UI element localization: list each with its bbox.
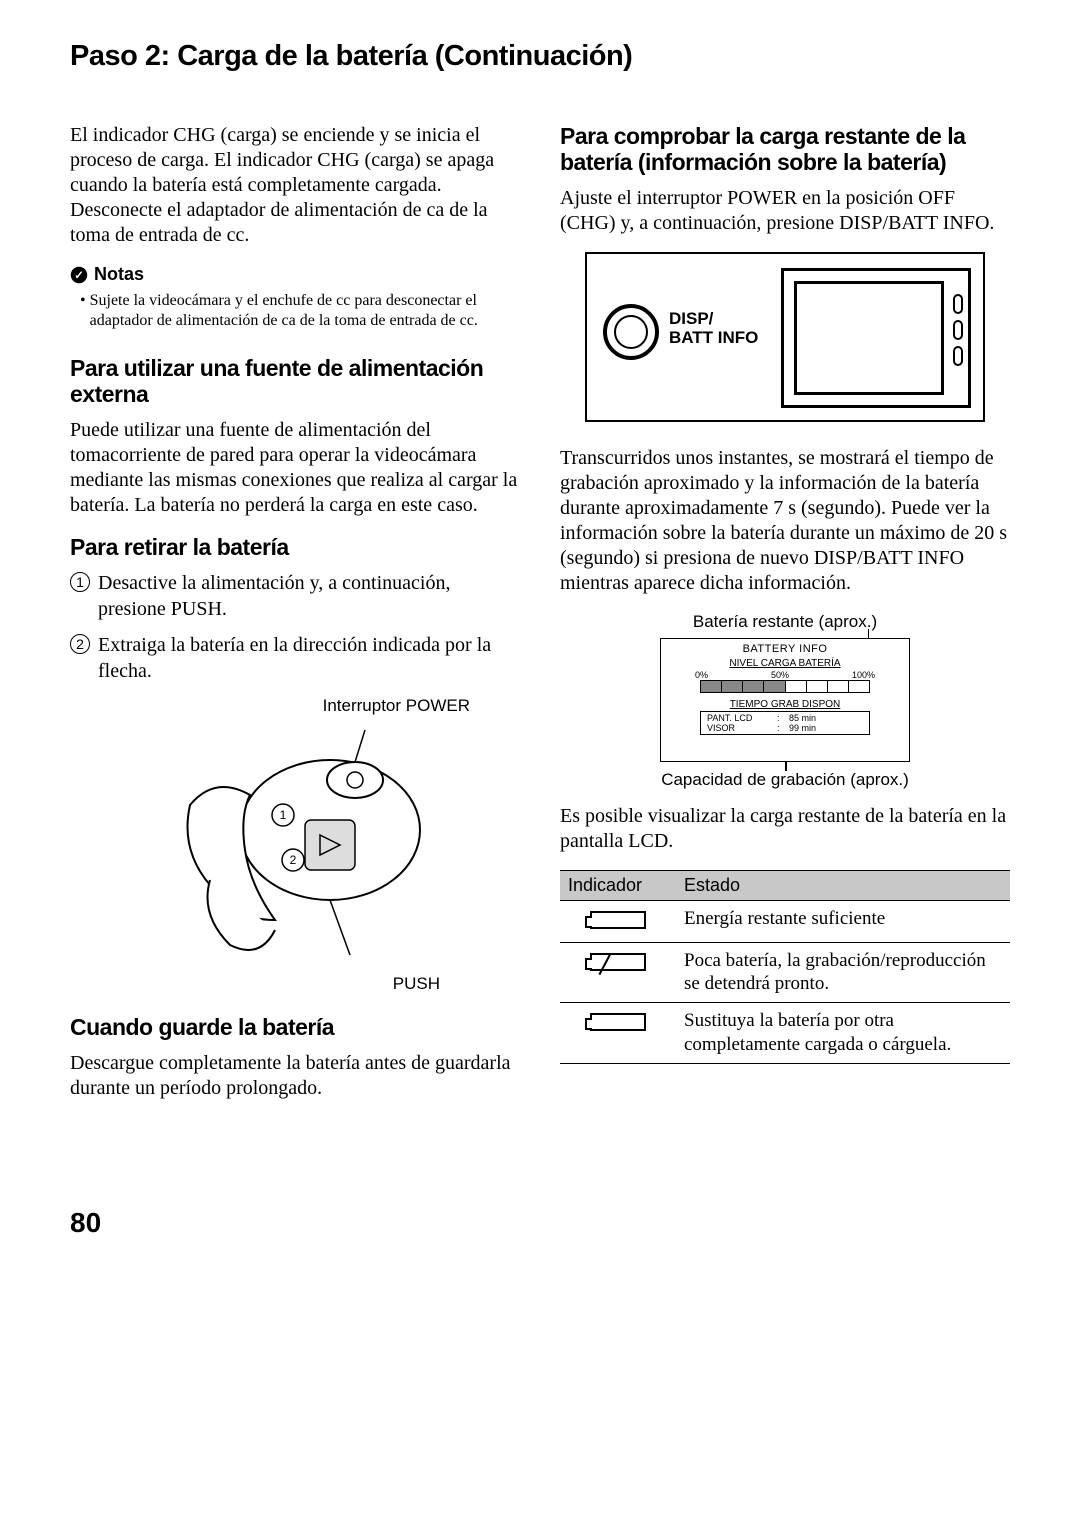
svg-text:2: 2 [290,853,297,867]
camcorder-illustration: 1 2 [155,720,435,970]
pct-100: 100% [852,670,875,680]
heading-remove-battery: Para retirar la batería [70,534,520,560]
col-indicator: Indicador [560,870,676,900]
notes-label: Notas [94,264,144,285]
charge-bar [700,680,870,693]
heading-store-battery: Cuando guarde la batería [70,1014,520,1040]
record-time-rows: PANT. LCD : 85 min VISOR : 99 min [700,711,870,735]
svg-text:1: 1 [280,808,287,822]
callout-tick-bottom-icon [785,761,787,771]
step-1-text: Desactive la alimentación y, a continuac… [98,570,520,622]
battery-info-box: BATTERY INFO NIVEL CARGA BATERÍA 0% 50% … [660,638,910,762]
table-row: Sustituya la batería por otra completame… [560,1003,1010,1064]
left-column: El indicador CHG (carga) se enciende y s… [70,123,520,1117]
battery-low-icon [560,942,676,1003]
indicator-table: Indicador Estado Energía restante sufici… [560,870,1010,1064]
intro-paragraph: El indicador CHG (carga) se enciende y s… [70,123,520,248]
table-row: Poca batería, la grabación/reproducción … [560,942,1010,1003]
charge-level-label: NIVEL CARGA BATERÍA [667,658,903,669]
row-lcd-key: PANT. LCD [707,713,777,723]
check-charge-body-1: Ajuste el interruptor POWER en la posici… [560,186,1010,236]
heading-external-power: Para utilizar una fuente de alimentación… [70,355,520,408]
record-row-lcd: PANT. LCD : 85 min [707,713,863,723]
lcd-body: Es posible visualizar la carga restante … [560,804,1010,854]
svg-text:✓: ✓ [74,269,83,281]
pct-50: 50% [771,670,789,680]
bullet-dot: • [80,291,86,331]
store-battery-body: Descargue completamente la batería antes… [70,1051,520,1101]
note-item: • Sujete la videocámara y el enchufe de … [80,291,520,331]
callout-tick-top-icon [868,629,870,639]
battery-info-title: BATTERY INFO [667,643,903,655]
notes-list: • Sujete la videocámara y el enchufe de … [70,291,520,331]
record-time-label: TIEMPO GRAB DISPON [667,699,903,710]
camcorder-figure: Interruptor POWER 1 2 [70,696,520,994]
disp-batt-label: DISP/ BATT INFO [669,310,758,347]
status-low: Poca batería, la grabación/reproducción … [676,942,1010,1003]
check-charge-body-2: Transcurridos unos instantes, se mostrar… [560,446,1010,596]
right-column: Para comprobar la carga restante de la b… [560,123,1010,1117]
two-column-layout: El indicador CHG (carga) se enciende y s… [70,123,1010,1117]
status-full: Energía restante suficiente [676,900,1010,942]
table-row: Energía restante suficiente [560,900,1010,942]
step-2: 2 Extraiga la batería en la dirección in… [70,632,520,684]
battery-full-icon [560,900,676,942]
lcd-screen-icon [781,268,971,408]
row-lcd-val: 85 min [789,713,816,723]
status-replace: Sustituya la batería por otra completame… [676,1003,1010,1064]
row-visor-key: VISOR [707,723,777,733]
step-number-2-icon: 2 [70,634,90,654]
step-number-1-icon: 1 [70,572,90,592]
caption-remaining: Batería restante (aprox.) [560,612,1010,632]
hinge-icon [953,294,967,380]
note-text: Sujete la videocámara y el enchufe de cc… [90,291,520,331]
remove-steps: 1 Desactive la alimentación y, a continu… [70,570,520,684]
percentage-row: 0% 50% 100% [667,670,903,680]
disp-label-line2: BATT INFO [669,328,758,347]
record-row-visor: VISOR : 99 min [707,723,863,733]
row-visor-val: 99 min [789,723,816,733]
notes-icon: ✓ [70,266,88,284]
heading-check-charge: Para comprobar la carga restante de la b… [560,123,1010,176]
button-ring-icon [603,304,659,360]
caption-capacity: Capacidad de grabación (aprox.) [560,770,1010,790]
step-1: 1 Desactive la alimentación y, a continu… [70,570,520,622]
power-switch-label: Interruptor POWER [70,696,520,716]
disp-batt-figure: DISP/ BATT INFO [585,252,985,422]
page-number: 80 [70,1207,1010,1239]
step-2-text: Extraiga la batería en la dirección indi… [98,632,520,684]
pct-0: 0% [695,670,708,680]
table-header-row: Indicador Estado [560,870,1010,900]
battery-empty-icon [560,1003,676,1064]
push-label: PUSH [70,974,520,994]
col-status: Estado [676,870,1010,900]
external-power-body: Puede utilizar una fuente de alimentació… [70,418,520,518]
page-title: Paso 2: Carga de la batería (Continuació… [70,40,1010,73]
disp-label-line1: DISP/ [669,309,713,328]
notes-heading: ✓ Notas [70,264,520,285]
